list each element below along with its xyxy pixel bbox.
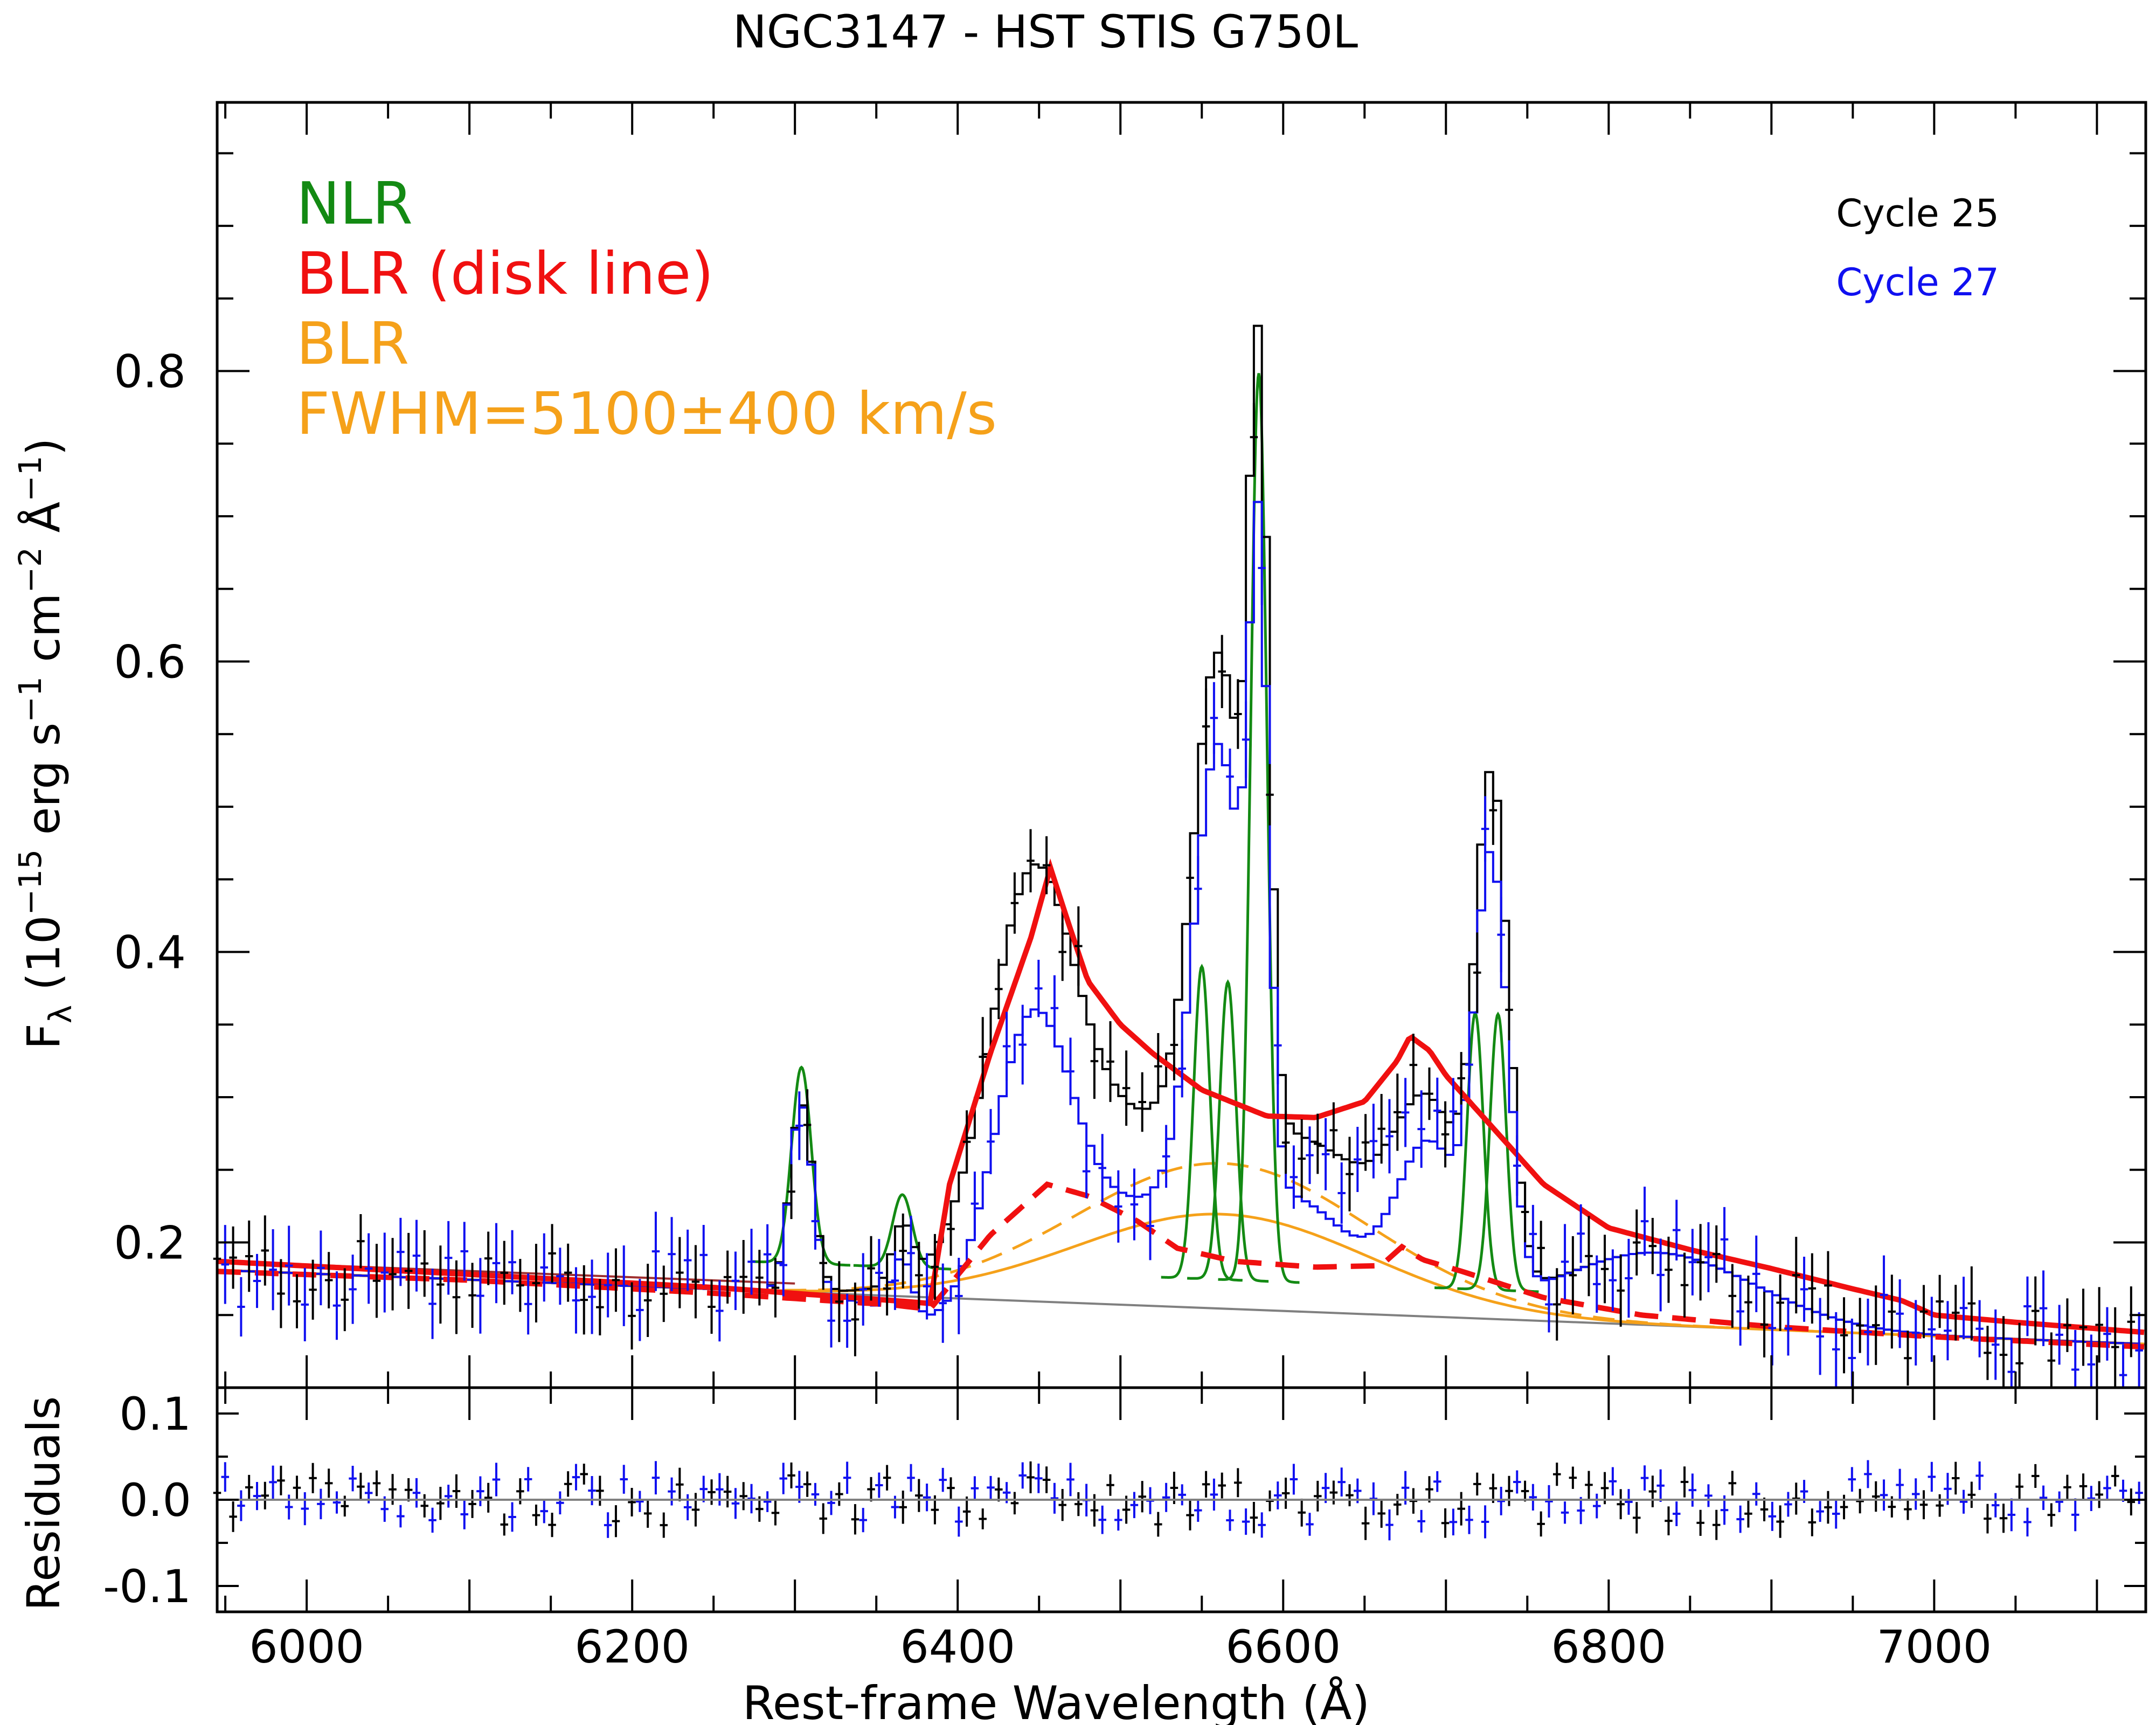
residual-data-points (213, 1460, 2146, 1541)
x-tick-label: 6800 (1551, 1620, 1666, 1673)
y-label-exp-scale: −15 (12, 849, 48, 915)
main-plot-background (217, 102, 2146, 1388)
x-axis-label: Rest-frame Wavelength (Å) (743, 1676, 1370, 1725)
y-label-close: ) (17, 438, 70, 456)
residuals-axis-label: Residuals (17, 1396, 70, 1611)
blr-disk-line (217, 858, 2145, 1335)
x-tick-labels: 6000 6200 6400 6600 6800 7000 (249, 1620, 1992, 1673)
y-tick-label: 0.4 (114, 926, 186, 979)
y-label-lambda: λ (42, 1005, 79, 1023)
y-tick-label: 0.8 (114, 345, 186, 398)
x-tick-label: 7000 (1876, 1620, 1992, 1673)
residual-plot-frame (216, 1386, 2147, 1613)
cycle-legend: Cycle 25 Cycle 27 (1836, 191, 1999, 304)
residual-tick-label: -0.1 (103, 1560, 191, 1613)
y-label-exp-s: −1 (12, 676, 48, 723)
legend-blr: BLR (296, 310, 409, 378)
y-tick-label: 0.2 (114, 1217, 186, 1270)
y-label-exp-cm: −2 (12, 547, 48, 593)
residual-tick-label: 0.1 (119, 1388, 191, 1440)
legend-blr-disk: BLR (disk line) (296, 240, 714, 308)
component-legend: NLR BLR (disk line) BLR FWHM=5100±400 km… (296, 170, 997, 448)
y-label-flux: F (17, 1023, 70, 1049)
legend-nlr: NLR (296, 170, 413, 238)
x-tick-label: 6600 (1225, 1620, 1341, 1673)
y-label-erg: erg s (17, 723, 70, 849)
y-label-exp-angstrom: −1 (12, 455, 48, 502)
residuals-panel (213, 1386, 2147, 1613)
residual-axis-ticks (217, 1388, 2146, 1612)
legend-cycle-27: Cycle 27 (1836, 260, 1999, 304)
main-spectrum-panel (213, 101, 2147, 1410)
y-tick-labels: 0.2 0.4 0.6 0.8 0.1 0.0 -0.1 (103, 345, 191, 1613)
main-data-points (213, 403, 2143, 1410)
y-label-scale: (10 (17, 915, 70, 1004)
x-tick-label: 6000 (249, 1620, 364, 1673)
y-tick-label: 0.6 (114, 636, 186, 689)
nlr-line-4 (1218, 373, 1300, 1284)
y-axis-label: Fλ (10−15 erg s−1 cm−2 Å−1) (12, 438, 79, 1050)
y-label-cm: cm (17, 593, 70, 677)
x-tick-label: 6400 (900, 1620, 1015, 1673)
chart-title: NGC3147 - HST STIS G750L (733, 5, 1358, 58)
main-axis-ticks (217, 102, 2146, 1388)
y-label-angstrom: Å (17, 502, 70, 547)
legend-cycle-25: Cycle 25 (1836, 191, 1999, 235)
legend-fwhm: FWHM=5100±400 km/s (296, 380, 997, 448)
x-tick-label: 6200 (574, 1620, 690, 1673)
residual-tick-label: 0.0 (119, 1474, 191, 1527)
nlr-line-0 (752, 1065, 850, 1267)
nlr-line-3 (1187, 979, 1269, 1283)
